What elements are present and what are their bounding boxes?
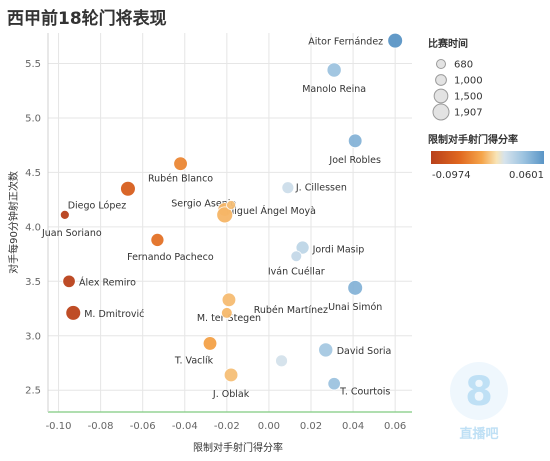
legends: 比赛时间 680 1,000 1,500 1,907 限制对手射门得分率 -0.0974 0.… (428, 37, 544, 181)
point-label: Unai Simón (328, 302, 382, 313)
data-points (59, 32, 403, 391)
data-point (202, 336, 218, 351)
point-label: Sergio Asenjo (171, 198, 236, 209)
y-tick-label: 5.0 (25, 113, 41, 124)
data-point (150, 232, 165, 247)
point-label: Rubén Blanco (148, 174, 213, 185)
point-label: J. Cillessen (295, 183, 347, 194)
color-legend-bar (431, 151, 544, 164)
size-legend-label: 1,907 (454, 108, 483, 119)
watermark-text: 直播吧 (459, 426, 498, 442)
data-point (318, 342, 334, 358)
color-legend-max-label: 0.0601 (509, 170, 544, 181)
data-point (326, 62, 342, 78)
x-tick-label: 0.02 (300, 421, 322, 432)
x-tick-label: 0.06 (384, 421, 406, 432)
point-label: Manolo Reina (302, 84, 366, 95)
x-tick-label: -0.02 (214, 421, 240, 432)
x-tick-label: 0.00 (258, 421, 280, 432)
x-tick-label: -0.06 (130, 421, 156, 432)
point-label: Rubén Martínez (254, 305, 328, 316)
y-tick-label: 2.5 (25, 386, 41, 397)
data-point (221, 307, 233, 319)
data-point (281, 181, 295, 195)
data-point (216, 206, 234, 224)
point-label: Álex Remiro (79, 276, 136, 288)
data-point (120, 180, 136, 197)
y-tick-label: 4.5 (25, 168, 41, 179)
data-point (290, 250, 303, 263)
size-legend-title: 比赛时间 (428, 37, 468, 50)
point-label: Aitor Fernández (308, 37, 383, 48)
size-legend-label: 1,500 (454, 92, 483, 103)
data-point (347, 133, 363, 149)
point-label: T. Vaclík (174, 355, 214, 366)
point-label: T. Courtois (339, 387, 390, 398)
x-tick-label: 0.04 (342, 421, 364, 432)
data-point (347, 280, 364, 296)
x-tick-label: -0.10 (46, 421, 72, 432)
size-legend-swatch (433, 88, 449, 104)
x-tick-label: -0.04 (172, 421, 198, 432)
size-legend-label: 680 (454, 60, 473, 71)
color-legend-title: 限制对手射门得分率 (428, 133, 518, 146)
point-label: Fernando Pacheco (127, 252, 214, 263)
data-point (327, 377, 341, 391)
point-label: Juan Soriano (41, 228, 102, 239)
data-point (173, 156, 188, 171)
size-legend-swatch (432, 103, 450, 121)
x-tick-label: -0.08 (88, 421, 114, 432)
data-point (226, 200, 237, 211)
watermark-badge (450, 362, 508, 420)
point-label: Iván Cuéllar (268, 266, 325, 277)
color-legend-min-label: -0.0974 (432, 170, 471, 181)
axes: -0.10 -0.08 -0.06 -0.04 -0.02 0.00 0.02 0.04 0.0… (7, 33, 412, 454)
point-label: Jordi Masip (312, 245, 365, 256)
data-point (387, 32, 403, 49)
size-legend-label: 1,000 (454, 76, 483, 87)
data-point (59, 209, 70, 220)
point-labels: Aitor Fernández Manolo Reina Joel Robles Ru… (41, 37, 391, 400)
watermark-logo: 8 直播吧 (450, 362, 508, 442)
size-legend-swatch (435, 74, 447, 86)
y-tick-label: 5.5 (25, 59, 41, 70)
page-title: 西甲前18轮门将表现 (7, 9, 167, 29)
point-label: M. ter Stegen (197, 313, 261, 324)
point-label: Diego López (68, 201, 126, 212)
point-label: M. Dmitrović (84, 309, 144, 320)
data-point (275, 354, 288, 368)
y-tick-label: 4.0 (25, 222, 41, 233)
point-label: J. Oblak (212, 389, 250, 400)
y-tick-label: 3.5 (25, 277, 41, 288)
watermark-digit: 8 (465, 369, 493, 415)
x-axis-title: 限制对手射门得分率 (193, 441, 283, 454)
data-point (223, 367, 239, 383)
y-tick-label: 3.0 (25, 331, 41, 342)
point-label: Joel Robles (328, 155, 381, 166)
data-point (221, 292, 237, 308)
data-point (65, 305, 82, 321)
point-label: David Soria (337, 346, 392, 357)
point-label: Miguel Ángel Moyà (226, 205, 316, 217)
y-axis-title: 对手每90分钟射正次数 (7, 171, 20, 274)
size-legend-swatch (436, 59, 446, 69)
data-point (295, 240, 310, 255)
data-point (62, 274, 76, 288)
